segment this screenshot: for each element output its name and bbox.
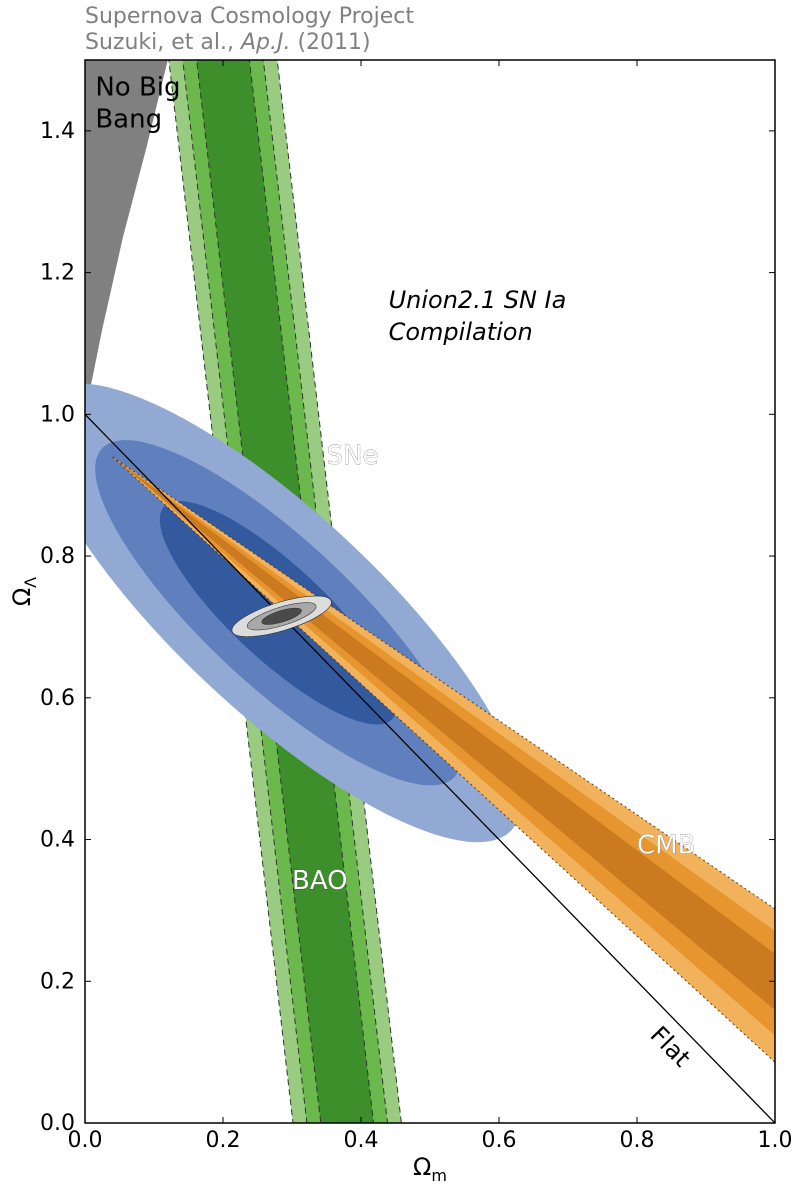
no-big-bang-label: No Big: [95, 72, 180, 102]
union-compilation-label: Compilation: [389, 318, 533, 346]
ytick-label: 0.0: [40, 1111, 75, 1136]
ytick-label: 0.8: [40, 544, 75, 569]
bao-label: BAO: [292, 866, 348, 896]
xtick-label: 1.0: [758, 1128, 793, 1153]
axis-label: ΩΛ: [8, 577, 40, 606]
cmb-label: CMB: [637, 831, 695, 861]
cosmology-constraints-figure: Supernova Cosmology Project Suzuki, et a…: [0, 0, 800, 1185]
xtick-label: 0.6: [482, 1128, 517, 1153]
xtick-label: 0.8: [620, 1128, 655, 1153]
no-big-bang-label: Bang: [95, 104, 162, 134]
ytick-label: 0.6: [40, 686, 75, 711]
ytick-label: 0.4: [40, 828, 75, 853]
union-compilation-label: Union2.1 SN Ia: [389, 286, 567, 314]
axis-label: Ωm: [413, 1153, 447, 1185]
ytick-label: 1.2: [40, 261, 75, 286]
ytick-label: 1.4: [40, 119, 75, 144]
xtick-label: 0.4: [344, 1128, 379, 1153]
plot-svg: 0.00.20.40.60.81.00.00.20.40.60.81.01.21…: [0, 0, 800, 1185]
ytick-label: 1.0: [40, 402, 75, 427]
sne-label: SNe: [327, 441, 379, 471]
xtick-label: 0.2: [206, 1128, 241, 1153]
ytick-label: 0.2: [40, 969, 75, 994]
